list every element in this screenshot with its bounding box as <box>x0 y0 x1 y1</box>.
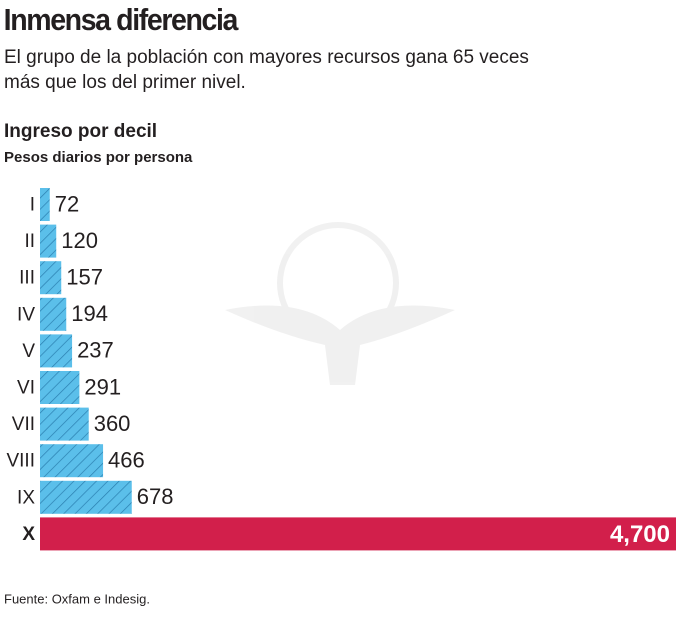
value-label: 120 <box>61 228 98 253</box>
bar <box>40 334 73 368</box>
category-label: VI <box>17 378 35 399</box>
bar <box>40 188 50 221</box>
bar <box>40 517 676 551</box>
bar <box>40 297 67 331</box>
category-label: III <box>19 268 35 289</box>
chart-heading: Ingreso por decil <box>4 121 157 142</box>
value-label: 466 <box>108 448 145 473</box>
bar <box>40 480 132 514</box>
category-label: IX <box>17 487 35 508</box>
value-label: 72 <box>55 191 79 216</box>
value-label: 360 <box>94 411 131 436</box>
category-label: II <box>24 231 35 252</box>
value-label: 4,700 <box>610 521 670 548</box>
category-label: VIII <box>6 451 35 472</box>
value-label: 157 <box>66 265 103 290</box>
category-label: I <box>30 195 35 216</box>
watermark <box>225 222 455 385</box>
category-label: V <box>22 341 35 362</box>
category-label: IV <box>17 304 35 325</box>
category-label: VII <box>12 414 35 435</box>
bar <box>40 407 89 441</box>
value-label: 237 <box>77 338 114 363</box>
bar <box>40 224 57 258</box>
bar <box>40 444 104 478</box>
category-label: X <box>22 524 35 545</box>
axis-label: Pesos diarios por persona <box>4 149 193 166</box>
chart-title: Inmensa diferencia <box>4 3 239 37</box>
bar <box>40 371 80 404</box>
source: Fuente: Oxfam e Indesig. <box>4 591 150 606</box>
subtitle: El grupo de la población con mayores rec… <box>4 47 529 68</box>
bar <box>40 261 62 295</box>
subtitle: más que los del primer nivel. <box>4 72 246 93</box>
value-label: 678 <box>137 484 174 509</box>
value-label: 194 <box>71 301 108 326</box>
value-label: 291 <box>84 374 121 399</box>
